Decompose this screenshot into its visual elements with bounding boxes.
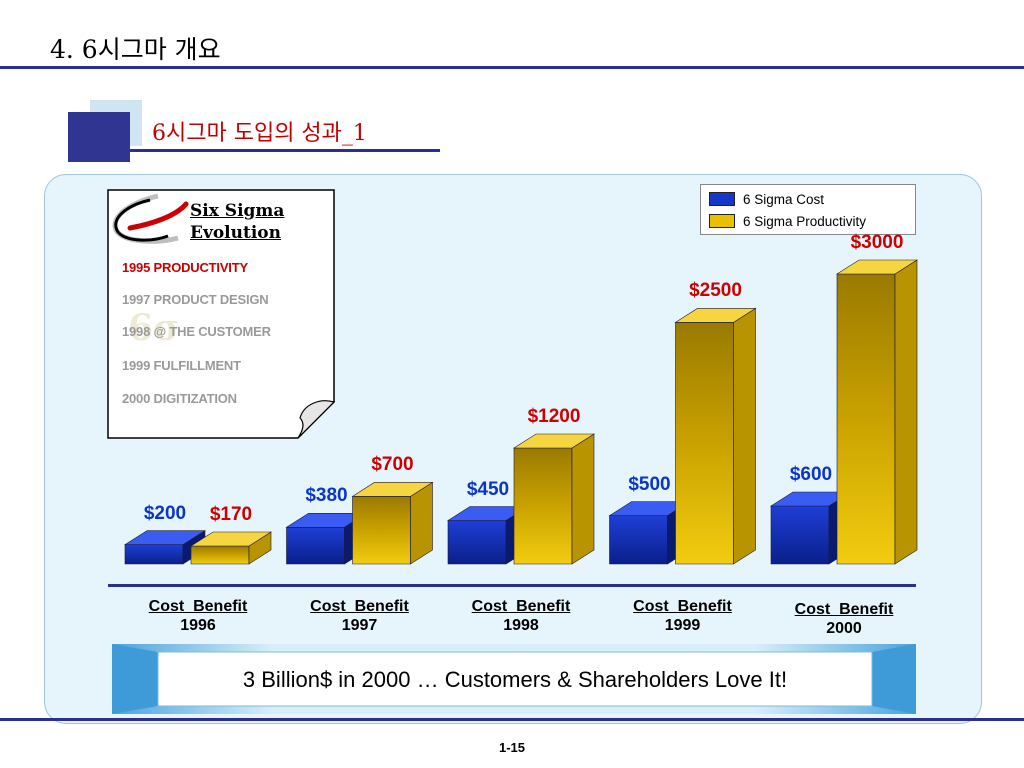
x-axis-line: [108, 584, 916, 587]
section-subtitle: 6시그마 도입의 성과_1: [152, 121, 367, 146]
data-label-productivity-1: $700: [371, 454, 414, 476]
x-tick-label-1: Cost Benefit 1997: [290, 597, 430, 635]
six-sigma-watermark: 6σ: [128, 307, 180, 349]
x-tick-label-line2: 2000: [826, 620, 862, 637]
chart-legend: 6 Sigma Cost 6 Sigma Productivity: [700, 184, 916, 235]
milestone-2000: 2000 DIGITIZATION: [122, 391, 237, 406]
x-tick-label-line1: Cost Benefit: [310, 598, 409, 615]
data-label-productivity-0: $170: [209, 504, 253, 525]
x-tick-label-line2: 1997: [341, 617, 378, 634]
bar-front: [286, 526, 345, 565]
bar-top: [512, 433, 596, 449]
legend-swatch-productivity: [709, 214, 735, 228]
x-tick-label-line1: Cost Benefit: [794, 601, 894, 618]
x-tick-label-2: Cost Benefit 1998: [451, 597, 591, 635]
legend-item-cost: 6 Sigma Cost: [709, 190, 824, 208]
milestone-1995: 1995 PRODUCTIVITY: [122, 260, 248, 275]
bar-front: [352, 496, 411, 565]
legend-label-productivity: 6 Sigma Productivity: [743, 213, 867, 229]
data-label-productivity-3: $2500: [689, 280, 742, 302]
x-tick-label-4: Cost Benefit 2000: [774, 600, 914, 638]
six-sigma-logo-icon: [112, 193, 189, 244]
x-tick-label-line1: Cost Benefit: [471, 598, 571, 615]
bar-productivity-4: [835, 259, 919, 565]
bar-front: [447, 520, 507, 565]
bar-top: [189, 531, 273, 547]
x-tick-label-line2: 1998: [503, 617, 539, 634]
data-label-productivity-4: $3000: [850, 232, 904, 253]
banner-text: 3 Billion$ in 2000 … Customers & Shareho…: [242, 667, 788, 692]
title-divider: [0, 66, 1024, 69]
subtitle-decoration-dark: [68, 112, 130, 162]
evolution-card-title: Six Sigma Evolution: [190, 200, 284, 244]
x-tick-label-3: Cost Benefit 1999: [613, 597, 753, 635]
bar-front: [675, 322, 734, 565]
x-tick-label-line1: Cost Benefit: [148, 598, 248, 615]
bar-top: [123, 530, 207, 545]
bar-side: [571, 433, 595, 565]
milestone-1999: 1999 FULFILLMENT: [122, 358, 241, 373]
data-label-cost-0: $200: [143, 502, 187, 524]
evolution-card-title-line1: Six Sigma: [190, 201, 285, 221]
x-tick-label-line2: 1999: [664, 617, 701, 634]
bar-front: [190, 545, 250, 565]
milestone-1997: 1997 PRODUCT DESIGN: [122, 292, 269, 307]
data-label-cost-3: $500: [628, 473, 671, 495]
x-tick-label-0: Cost Benefit 1996: [128, 597, 268, 635]
data-label-cost-1: $380: [305, 485, 348, 507]
bar-productivity-2: [512, 433, 596, 565]
bar-front: [836, 273, 896, 565]
legend-label-cost: 6 Sigma Cost: [743, 191, 825, 207]
bar-top: [351, 482, 434, 497]
bar-front: [513, 447, 573, 565]
milestone-1998: 1998 @ THE CUSTOMER: [122, 324, 271, 339]
data-label-cost-2: $450: [466, 478, 510, 500]
footer-divider: [0, 718, 1024, 721]
x-tick-label-line2: 1996: [180, 617, 216, 634]
page-number: 1-15: [498, 740, 526, 755]
bar-productivity-0: [189, 531, 273, 565]
bar-front: [770, 505, 830, 565]
evolution-card-title-line2: Evolution: [190, 223, 282, 243]
bar-front: [609, 515, 668, 565]
banner-background: [112, 644, 916, 714]
bar-top: [674, 308, 757, 323]
x-tick-label-line1: Cost Benefit: [633, 598, 732, 615]
legend-swatch-cost: [709, 192, 735, 206]
data-label-productivity-2: $1200: [527, 406, 581, 427]
data-label-cost-4: $600: [789, 464, 833, 485]
bar-productivity-3: [674, 307, 757, 565]
bar-top: [835, 259, 919, 275]
bar-front: [124, 544, 184, 565]
bar-side: [733, 307, 756, 565]
bar-side: [894, 259, 918, 565]
legend-item-productivity: 6 Sigma Productivity: [709, 212, 866, 230]
bar-productivity-1: [351, 481, 434, 565]
subtitle-underline: [130, 149, 440, 152]
slide-title: 4. 6시그마 개요: [50, 35, 221, 64]
